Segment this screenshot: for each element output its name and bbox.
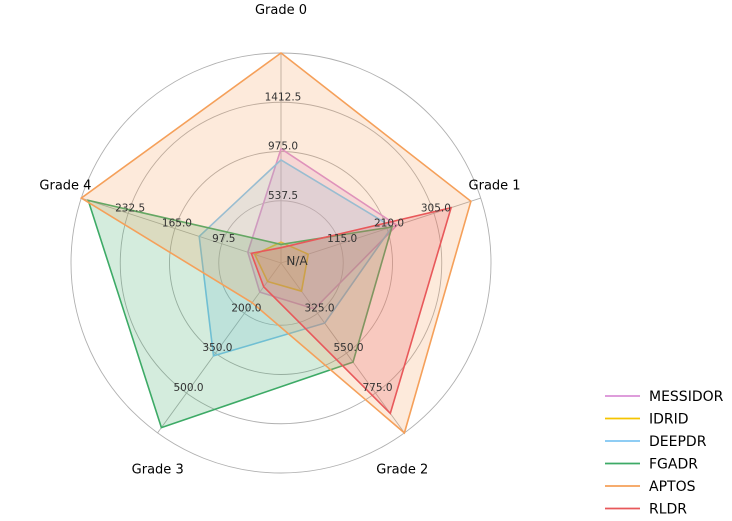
tick-label: 975.0 bbox=[268, 141, 298, 153]
radar-grid bbox=[70, 52, 492, 474]
grid-spoke bbox=[157, 262, 282, 434]
legend-label: RLDR bbox=[649, 502, 687, 518]
series-area-fgadr bbox=[88, 200, 392, 428]
legend-label: APTOS bbox=[649, 479, 696, 495]
series-line-rldr bbox=[250, 206, 453, 415]
radar-axis-labels: Grade 0 Grade 1 Grade 2 Grade 3 Grade 4 bbox=[39, 3, 520, 477]
axis-label-grade-3: Grade 3 bbox=[132, 462, 184, 477]
tick-label: 537.5 bbox=[268, 190, 298, 202]
tick-label: 305.0 bbox=[421, 202, 451, 214]
tick-label: 325.0 bbox=[305, 302, 335, 314]
tick-label: 550.0 bbox=[334, 342, 364, 354]
series-area-aptos bbox=[81, 53, 471, 433]
radar-series-areas bbox=[79, 51, 472, 435]
tick-label: 210.0 bbox=[374, 218, 404, 230]
legend-label: DEEPDR bbox=[649, 434, 707, 450]
tick-label: 115.0 bbox=[327, 233, 357, 245]
tick-label: 775.0 bbox=[362, 382, 392, 394]
tick-label: 232.5 bbox=[115, 202, 145, 214]
tick-label: 500.0 bbox=[173, 382, 203, 394]
series-area-messidor bbox=[247, 148, 397, 309]
axis-label-grade-2: Grade 2 bbox=[376, 462, 428, 477]
series-line-aptos bbox=[79, 51, 472, 435]
radar-tick-labels: 537.5 975.0 1412.5 115.0 210.0 305.0 325.0 550.… bbox=[115, 91, 451, 394]
legend: MESSIDOR IDRID DEEPDR FGADR APTOS RLDR bbox=[605, 389, 724, 518]
tick-label: 97.5 bbox=[212, 233, 235, 245]
center-label: N/A bbox=[286, 254, 308, 268]
axis-label-grade-0: Grade 0 bbox=[255, 3, 307, 18]
legend-label: FGADR bbox=[649, 457, 698, 473]
axis-label-grade-1: Grade 1 bbox=[469, 179, 521, 194]
series-line-deepdr bbox=[198, 158, 394, 357]
tick-label: 1412.5 bbox=[265, 91, 302, 103]
tick-label: 165.0 bbox=[162, 218, 192, 230]
tick-label: 350.0 bbox=[202, 342, 232, 354]
series-area-deepdr bbox=[199, 159, 392, 356]
series-line-messidor bbox=[246, 147, 399, 310]
tick-label: 200.0 bbox=[231, 302, 261, 314]
legend-label: IDRID bbox=[649, 412, 689, 428]
series-area-rldr bbox=[251, 207, 452, 414]
legend-label: MESSIDOR bbox=[649, 389, 724, 405]
axis-label-grade-4: Grade 4 bbox=[39, 179, 91, 194]
series-area-idrid bbox=[254, 242, 309, 292]
series-line-fgadr bbox=[87, 199, 394, 429]
